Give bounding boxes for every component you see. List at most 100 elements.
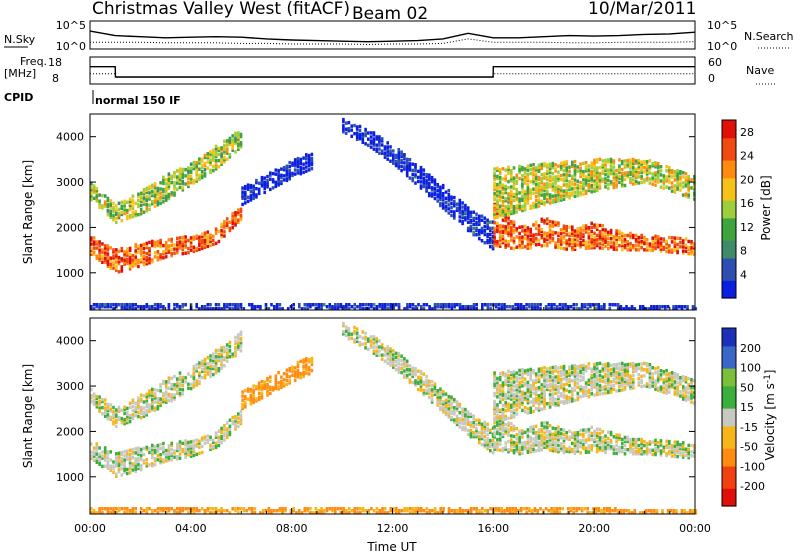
heatmap-cell [369, 141, 373, 145]
heatmap-cell [145, 207, 149, 211]
heatmap-cell [192, 181, 196, 185]
heatmap-cell [501, 391, 505, 395]
heatmap-cell [464, 218, 467, 222]
heatmap-cell [598, 171, 602, 176]
heatmap-cell [493, 447, 496, 451]
heatmap-cell [587, 240, 591, 244]
heatmap-cell [548, 226, 552, 230]
heatmap-cell [436, 305, 440, 309]
heatmap-cell [145, 445, 149, 450]
heatmap-cell [126, 412, 129, 417]
heatmap-cell [450, 403, 453, 407]
heatmap-cell [156, 190, 160, 195]
heatmap-cell [523, 430, 527, 435]
heatmap-cell [504, 409, 507, 413]
heatmap-cell [501, 371, 505, 375]
heatmap-cell [510, 230, 513, 234]
heatmap-cell [656, 164, 660, 168]
heatmap-cell [126, 261, 129, 266]
heatmap-cell [481, 307, 484, 311]
heatmap-cell [458, 200, 462, 205]
heatmap-cell [162, 196, 165, 200]
heatmap-cell [145, 402, 149, 407]
heatmap-cell [131, 214, 135, 219]
heatmap-cell [109, 417, 112, 421]
heatmap-cell [296, 169, 300, 173]
heatmap-cell [392, 153, 395, 157]
heatmap-cell [637, 165, 641, 169]
heatmap-cell [615, 179, 618, 183]
heatmap-cell [228, 140, 232, 145]
heatmap-cell [392, 305, 395, 309]
heatmap-cell [526, 199, 530, 203]
heatmap-cell [601, 238, 605, 242]
heatmap-cell [587, 430, 591, 434]
heatmap-cell [244, 405, 247, 409]
heatmap-cell [164, 251, 168, 255]
heatmap-cell [439, 203, 442, 208]
heatmap-cell [145, 394, 149, 399]
heatmap-cell [134, 457, 137, 461]
heatmap-cell [489, 440, 492, 445]
heatmap-cell [375, 341, 378, 345]
heatmap-cell [225, 435, 229, 439]
heatmap-cell [439, 189, 442, 193]
heatmap-cell [192, 381, 196, 385]
heatmap-cell [564, 305, 567, 309]
heatmap-cell [173, 181, 176, 185]
heatmap-cell [425, 389, 428, 393]
heatmap-cell [206, 236, 210, 240]
heatmap-cell [626, 160, 629, 165]
heatmap-cell [512, 426, 516, 430]
heatmap-cell [184, 451, 187, 455]
heatmap-cell [223, 222, 226, 226]
heatmap-cell [512, 400, 516, 405]
heatmap-cell [665, 177, 668, 181]
heatmap-cell [278, 303, 282, 307]
heatmap-cell [293, 372, 297, 376]
heatmap-cell [342, 119, 345, 124]
heatmap-cell [153, 307, 157, 311]
heatmap-cell [101, 305, 104, 309]
heatmap-cell [546, 441, 549, 446]
heatmap-cell [109, 303, 112, 307]
heatmap-cell [604, 444, 607, 448]
heatmap-cell [523, 443, 527, 447]
heatmap-cell [192, 364, 196, 369]
heatmap-cell [607, 230, 610, 234]
heatmap-cell [369, 335, 373, 339]
heatmap-cell [405, 359, 409, 363]
heatmap-cell [98, 242, 101, 246]
heatmap-cell [501, 203, 505, 208]
heatmap-cell [109, 407, 112, 411]
heatmap-cell [595, 233, 599, 238]
heatmap-cell [551, 198, 555, 202]
heatmap-cell [203, 235, 207, 239]
heatmap-cell [106, 452, 110, 456]
heatmap-cell [609, 432, 613, 437]
heatmap-cell [217, 307, 221, 311]
heatmap-cell [507, 373, 510, 378]
heatmap-cell [231, 352, 234, 356]
heatmap-cell [530, 307, 534, 311]
heatmap-cell [693, 454, 696, 458]
heatmap-cell [137, 410, 140, 415]
heatmap-cell [305, 363, 308, 367]
heatmap-cell [654, 450, 657, 455]
heatmap-cell [607, 170, 610, 174]
heatmap-cell [632, 448, 635, 452]
heatmap-cell [512, 394, 516, 399]
heatmap-cell [237, 416, 240, 420]
heatmap-cell [392, 359, 395, 363]
heatmap-cell [176, 383, 179, 387]
heatmap-cell [565, 172, 568, 176]
heatmap-cell [167, 244, 171, 248]
heatmap-cell [198, 175, 201, 179]
heatmap-cell [595, 180, 599, 184]
heatmap-cell [450, 411, 453, 416]
heatmap-cell [310, 167, 314, 171]
heatmap-cell [214, 303, 218, 307]
heatmap-cell [225, 143, 229, 147]
heatmap-cell [128, 456, 132, 461]
heatmap-cell [237, 147, 240, 151]
